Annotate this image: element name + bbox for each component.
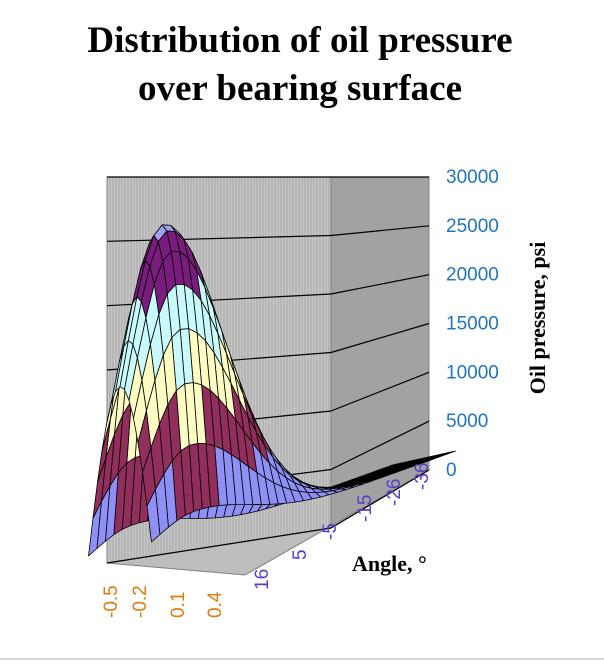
z-tick-label: 25000 bbox=[446, 216, 499, 237]
gridline-side bbox=[330, 322, 430, 354]
position-tick-label: 0.4 bbox=[205, 591, 226, 618]
surface-facet bbox=[146, 489, 161, 543]
angle-tick-label: -5 bbox=[320, 523, 341, 540]
position-tick-label: -0.2 bbox=[130, 585, 151, 618]
z-tick-label: 10000 bbox=[446, 362, 499, 383]
position-tick-label: -0.5 bbox=[101, 585, 122, 618]
angle-tick-label: -26 bbox=[384, 479, 405, 506]
gridline-side bbox=[330, 274, 430, 295]
z-tick-label: 30000 bbox=[446, 167, 499, 188]
chart-title-line-1: Distribution of oil pressure bbox=[87, 20, 512, 61]
angle-tick-label: 5 bbox=[290, 549, 311, 560]
angle-tick-label: 16 bbox=[252, 569, 273, 590]
z-tick-label: 15000 bbox=[446, 314, 499, 335]
gridline-side bbox=[330, 225, 430, 237]
gridline-side bbox=[330, 371, 430, 412]
gridline-side bbox=[330, 420, 430, 471]
gridline-back bbox=[106, 527, 332, 564]
bottom-divider bbox=[0, 658, 604, 660]
z-tick-label: 5000 bbox=[446, 411, 488, 432]
angle-tick-label: -15 bbox=[355, 495, 376, 522]
position-tick-label: 0.1 bbox=[168, 592, 189, 618]
pressure-surface bbox=[88, 224, 456, 557]
z-tick-label: 20000 bbox=[446, 265, 499, 286]
z-axis-label: Oil pressure, psi bbox=[525, 242, 550, 395]
gridline-side bbox=[330, 469, 430, 529]
angle-tick-label: -36 bbox=[412, 463, 433, 490]
axis-ticks: 30000 25000 20000 15000 10000 5000 0 16 5 -5 -15 -2… bbox=[101, 167, 499, 618]
z-tick-label: 0 bbox=[446, 460, 457, 481]
gridline-back bbox=[106, 234, 332, 242]
angle-axis-label: Angle, ° bbox=[352, 551, 427, 576]
chart-title-line-2: over bearing surface bbox=[138, 68, 462, 109]
